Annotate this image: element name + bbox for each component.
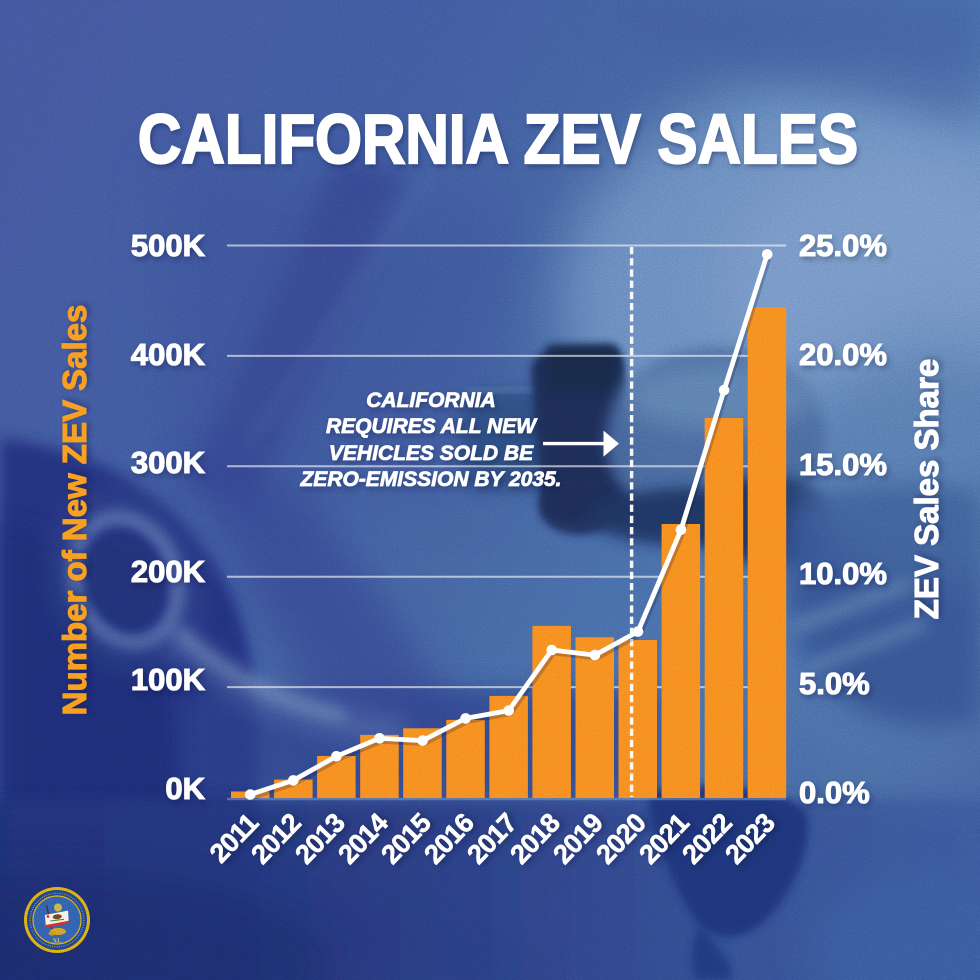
svg-text:XL: XL <box>52 938 62 945</box>
